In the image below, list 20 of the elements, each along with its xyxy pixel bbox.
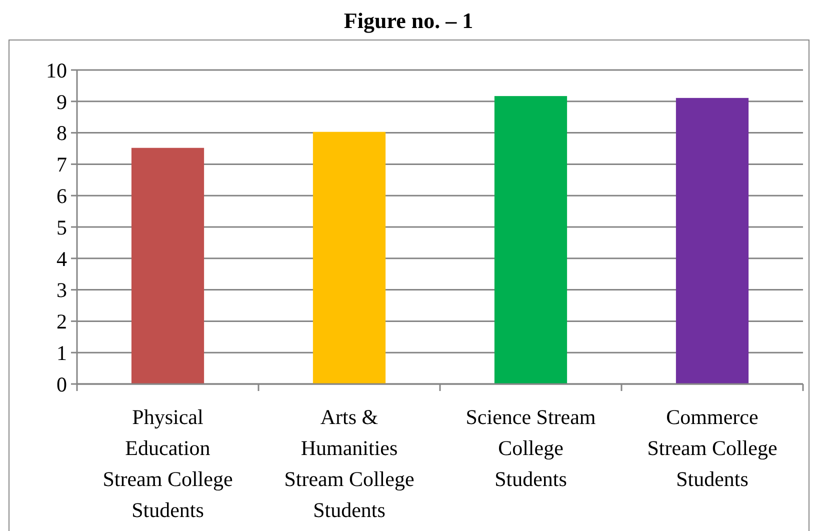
bar — [494, 96, 568, 384]
y-tick-label: 0 — [56, 372, 67, 396]
bar — [131, 148, 204, 384]
x-tick-label: Physical Education Stream College Students — [102, 405, 233, 522]
y-tick-label: 2 — [56, 310, 67, 334]
y-tick-label: 3 — [56, 278, 67, 302]
y-tick-label: 9 — [56, 90, 67, 114]
y-tick-label: 8 — [56, 121, 67, 146]
y-tick-label: 6 — [56, 184, 67, 208]
x-tick-label: Arts & Humanities Stream College Students — [284, 405, 414, 522]
chart-title: Figure no. – 1 — [344, 8, 474, 33]
x-tick-label: Science Stream College Students — [466, 405, 596, 491]
y-tick-label: 7 — [56, 152, 67, 177]
bar — [312, 132, 386, 384]
y-tick-label: 10 — [46, 58, 67, 82]
y-tick-label: 4 — [56, 246, 68, 271]
y-tick-label: 1 — [56, 340, 67, 365]
y-tick-label: 5 — [56, 215, 67, 240]
bar — [676, 98, 749, 384]
x-tick-label: Commerce Stream College Students — [647, 405, 778, 491]
